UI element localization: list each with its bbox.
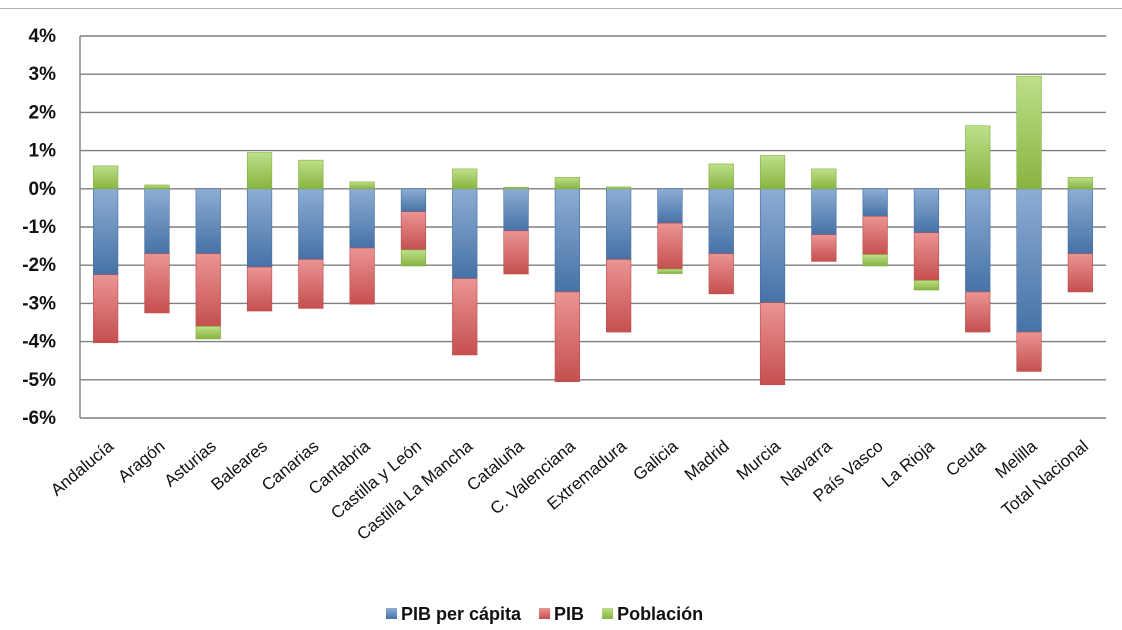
bar-segment <box>554 177 580 190</box>
bar-segment <box>400 211 427 251</box>
bar-segment <box>1016 331 1042 372</box>
bar-segment <box>246 266 273 312</box>
bar-segment <box>759 302 786 386</box>
bar-segment <box>503 188 529 232</box>
bar-segment <box>246 152 273 190</box>
bar-segment <box>657 268 683 274</box>
bar-segment <box>298 159 324 190</box>
bar-segment <box>1016 75 1042 190</box>
y-tick-label: 1% <box>29 141 57 162</box>
y-tick-label: -4% <box>22 332 56 353</box>
y-tick-label: -1% <box>22 217 56 238</box>
bar-segment <box>349 188 375 249</box>
bar-segment <box>298 188 324 260</box>
bar-segment <box>811 168 837 190</box>
bar-segment <box>657 188 683 224</box>
bar-segment <box>1067 253 1093 293</box>
bar-segment <box>708 163 734 190</box>
bar-segment <box>452 168 478 190</box>
bar-segment <box>452 278 478 356</box>
bar-segment <box>965 188 991 293</box>
bar-segment <box>657 222 683 270</box>
bar-segment <box>144 253 170 314</box>
bar-segment <box>811 234 837 262</box>
bar-segment <box>503 230 529 275</box>
legend-label: PIB <box>554 604 584 624</box>
bar-segment <box>195 188 221 255</box>
y-tick-label: 0% <box>29 179 57 200</box>
y-tick-label: 2% <box>29 102 57 123</box>
bar-segment <box>1016 188 1042 333</box>
x-tick-label: Galicia <box>629 436 681 484</box>
x-tick-label: Andalucía <box>47 436 118 500</box>
bar-segment <box>606 259 632 333</box>
bar-segment <box>93 165 119 190</box>
top-divider <box>0 8 1122 9</box>
bar-segment <box>349 247 375 305</box>
bar-segment <box>913 188 940 234</box>
bar-segment <box>400 249 427 267</box>
legend-label: Población <box>617 604 703 624</box>
bar-segment <box>965 125 991 190</box>
y-tick-label: 3% <box>29 64 57 85</box>
bar-segment <box>759 188 786 303</box>
bar-segment <box>913 280 940 291</box>
bars <box>93 75 1093 386</box>
bar-segment <box>606 188 632 260</box>
x-tick-label: La Rioja <box>878 436 938 491</box>
y-tick-label: -6% <box>22 408 56 429</box>
bar-segment <box>862 188 888 217</box>
bar-segment <box>195 326 221 340</box>
bar-segment <box>554 188 580 293</box>
bar-segment <box>862 216 888 255</box>
x-tick-label: Ceuta <box>942 436 989 480</box>
bar-segment <box>708 253 734 295</box>
bar-segment <box>349 181 375 190</box>
bar-segment <box>144 188 170 255</box>
y-tick-label: -3% <box>22 293 56 314</box>
bar-segment <box>400 188 427 213</box>
bar-segment <box>1067 188 1093 255</box>
y-tick-label: 4% <box>29 26 57 47</box>
bar-segment <box>862 254 888 267</box>
x-tick-label: Madrid <box>681 437 733 485</box>
legend-label: PIB per cápita <box>401 604 522 624</box>
bar-segment <box>144 184 170 190</box>
legend: PIB per cápita PIB Población <box>386 604 703 624</box>
bar-segment <box>811 188 837 235</box>
y-tick-label: -2% <box>22 255 56 276</box>
bar-segment <box>452 188 478 279</box>
legend-swatch <box>386 608 397 619</box>
legend-swatch <box>539 608 551 619</box>
gridlines <box>79 35 1106 419</box>
bar-segment <box>246 188 273 268</box>
y-axis-labels: 4% 3% 2% 1% 0% -1% -2% -3% -4% -5% -6% <box>22 26 56 429</box>
bar-segment <box>965 291 991 333</box>
y-tick-label: -5% <box>22 370 56 391</box>
bar-segment <box>298 259 324 309</box>
x-axis-labels: AndalucíaAragónAsturiasBalearesCanariasC… <box>47 436 1092 544</box>
bar-segment <box>503 186 529 190</box>
bar-segment <box>606 186 632 190</box>
legend-swatch <box>602 608 614 619</box>
bar-segment <box>1067 177 1093 190</box>
bar-segment <box>93 188 119 276</box>
bar-segment <box>913 232 940 281</box>
x-tick-label: Aragón <box>114 437 168 487</box>
bar-segment <box>759 155 786 190</box>
bar-segment <box>554 291 580 383</box>
bar-segment <box>708 188 734 255</box>
bar-segment <box>195 253 221 327</box>
bar-segment <box>93 274 119 344</box>
